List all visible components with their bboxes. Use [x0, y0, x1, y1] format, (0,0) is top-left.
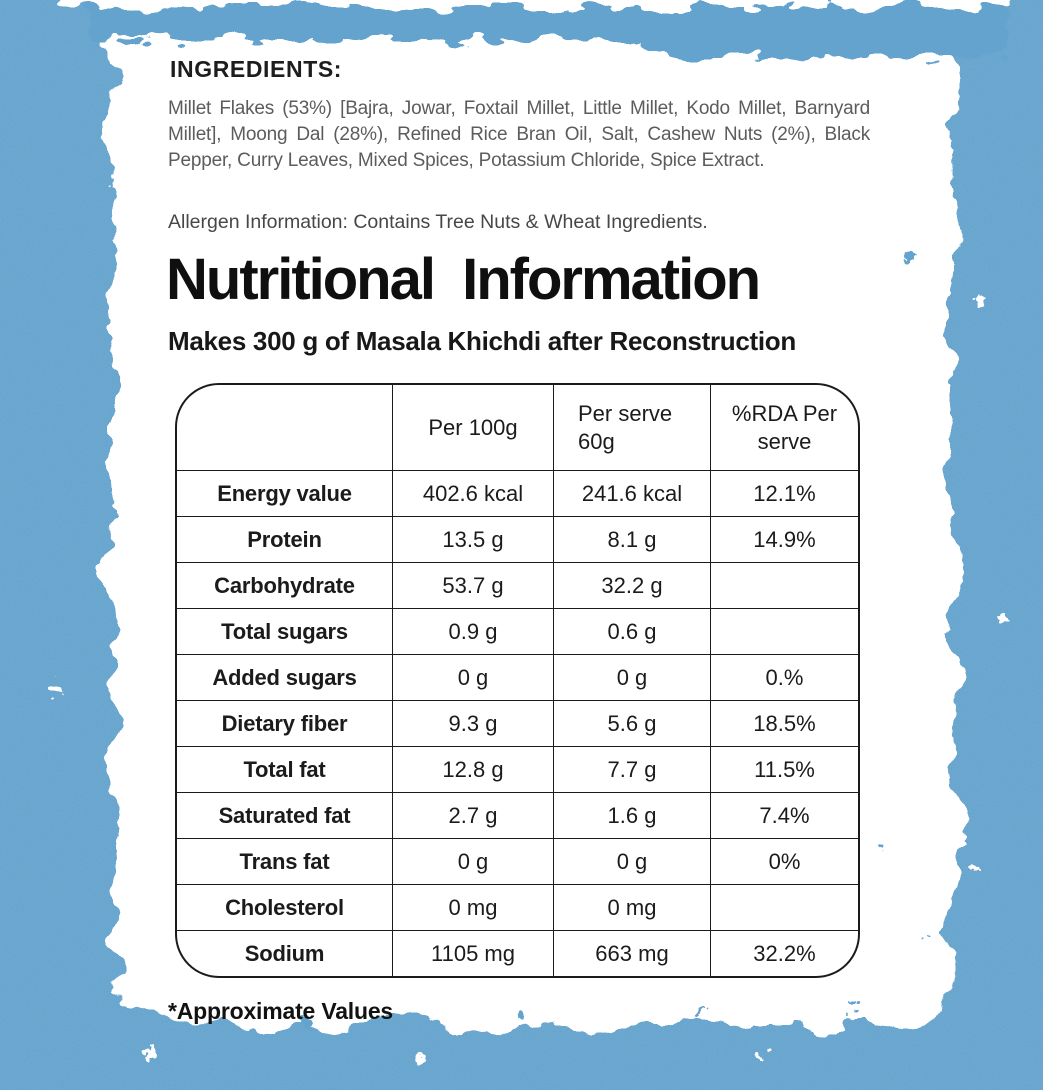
value-per-serve: 0 g — [553, 654, 710, 700]
value-per-serve: 0 mg — [553, 884, 710, 930]
row-label: Energy value — [177, 470, 392, 516]
value-per-100g: 0 g — [392, 654, 553, 700]
row-label: Dietary fiber — [177, 700, 392, 746]
nutrition-table: Per 100g Per serve 60g %RDA Per serve En… — [175, 383, 860, 978]
row-label: Protein — [177, 516, 392, 562]
row-label: Saturated fat — [177, 792, 392, 838]
value-rda-per-serve: 12.1% — [710, 470, 858, 516]
value-rda-per-serve: 32.2% — [710, 930, 858, 976]
value-per-serve: 1.6 g — [553, 792, 710, 838]
header-cell-blank — [177, 385, 392, 470]
approximate-values-footnote: *Approximate Values — [168, 998, 394, 1024]
value-rda-per-serve: 11.5% — [710, 746, 858, 792]
header-per-100g-text: Per 100g — [428, 414, 518, 440]
value-per-serve: 0.6 g — [553, 608, 710, 654]
value-per-100g: 402.6 kcal — [392, 470, 553, 516]
value-per-serve: 32.2 g — [553, 562, 710, 608]
value-per-100g: 13.5 g — [392, 516, 553, 562]
value-per-serve: 5.6 g — [553, 700, 710, 746]
value-per-serve: 0 g — [553, 838, 710, 884]
value-rda-per-serve: 7.4% — [710, 792, 858, 838]
row-label: Trans fat — [177, 838, 392, 884]
row-label: Cholesterol — [177, 884, 392, 930]
header-per-serve-line1: Per serve — [578, 400, 673, 426]
ingredients-heading: INGREDIENTS: — [170, 56, 343, 82]
row-label: Total fat — [177, 746, 392, 792]
value-per-serve: 7.7 g — [553, 746, 710, 792]
subtitle: Makes 300 g of Masala Khichdi after Reco… — [168, 326, 796, 356]
value-per-100g: 1105 mg — [392, 930, 553, 976]
header-cell-rda-per-serve: %RDA Per serve — [710, 385, 858, 470]
value-per-100g: 0 mg — [392, 884, 553, 930]
row-label: Carbohydrate — [177, 562, 392, 608]
value-rda-per-serve: 0% — [710, 838, 858, 884]
value-per-serve: 241.6 kcal — [553, 470, 710, 516]
value-per-serve: 8.1 g — [553, 516, 710, 562]
value-per-serve: 663 mg — [553, 930, 710, 976]
ingredients-text: Millet Flakes (53%) [Bajra, Jowar, Foxta… — [168, 98, 870, 171]
value-rda-per-serve: 18.5% — [710, 700, 858, 746]
value-rda-per-serve: 14.9% — [710, 516, 858, 562]
value-rda-per-serve — [710, 608, 858, 654]
header-cell-per-100g: Per 100g — [392, 385, 553, 470]
row-label: Total sugars — [177, 608, 392, 654]
value-rda-per-serve: 0.% — [710, 654, 858, 700]
row-label: Sodium — [177, 930, 392, 976]
header-per-serve-line2: 60g — [578, 428, 615, 454]
value-per-100g: 0.9 g — [392, 608, 553, 654]
allergen-text: Allergen Information: Contains Tree Nuts… — [168, 211, 708, 233]
header-rda-line1: %RDA Per — [731, 400, 838, 426]
header-cell-per-serve: Per serve 60g — [553, 385, 710, 470]
value-per-100g: 9.3 g — [392, 700, 553, 746]
value-per-100g: 53.7 g — [392, 562, 553, 608]
value-rda-per-serve — [710, 884, 858, 930]
value-rda-per-serve — [710, 562, 858, 608]
page-title: Nutritional Information — [166, 247, 761, 312]
value-per-100g: 12.8 g — [392, 746, 553, 792]
row-label: Added sugars — [177, 654, 392, 700]
value-per-100g: 0 g — [392, 838, 553, 884]
value-per-100g: 2.7 g — [392, 792, 553, 838]
header-rda-line2: serve — [757, 428, 812, 454]
